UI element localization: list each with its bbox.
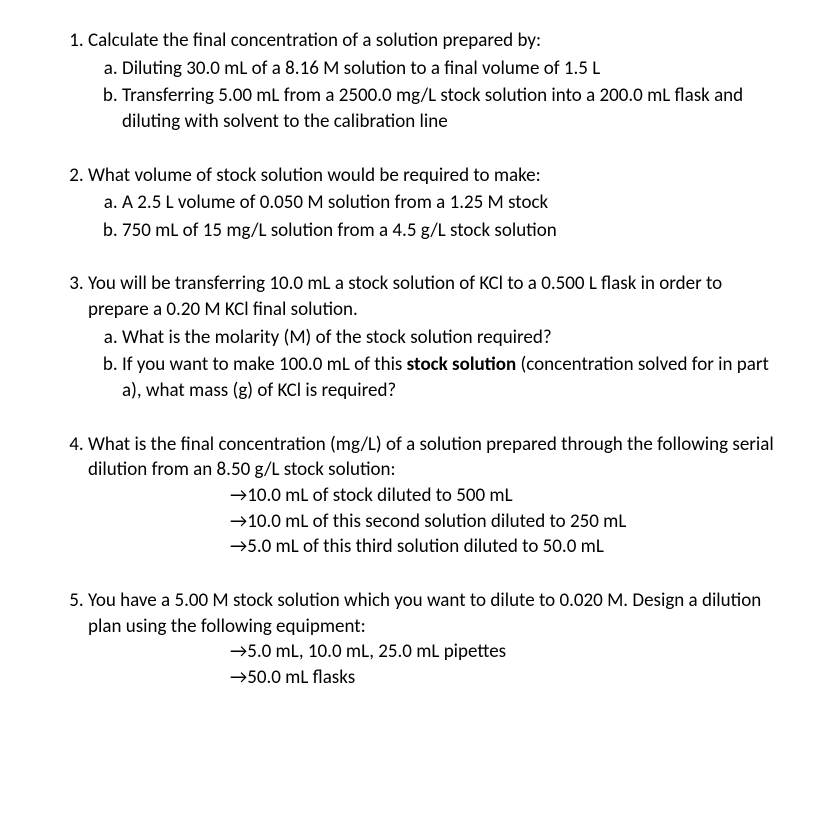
arrow-icon: → [230,509,247,535]
question-1b: Transferring 5.00 mL from a 2500.0 mg/L … [122,83,786,134]
question-3-prompt: You will be transferring 10.0 mL a stock… [88,272,722,321]
question-3-subparts: What is the molarity (M) of the stock so… [88,325,786,404]
question-4: What is the final concentration (mg/L) o… [88,432,786,560]
question-5-item-1-text: 5.0 mL, 10.0 mL, 25.0 mL pipettes [247,640,506,663]
question-4-step-2: →10.0 mL of this second solution diluted… [230,509,786,535]
page-content: Calculate the final concentration of a s… [0,0,838,746]
question-2-subparts: A 2.5 L volume of 0.050 M solution from … [88,190,786,243]
question-5-item-1: →5.0 mL, 10.0 mL, 25.0 mL pipettes [230,639,786,665]
question-1-subparts: Diluting 30.0 mL of a 8.16 M solution to… [88,56,786,135]
question-5-prompt: You have a 5.00 M stock solution which y… [88,589,761,638]
question-3: You will be transferring 10.0 mL a stock… [88,271,786,403]
question-4-step-3-text: 5.0 mL of this third solution diluted to… [247,535,604,558]
question-2: What volume of stock solution would be r… [88,163,786,244]
question-3b-pre: If you want to make 100.0 mL of this [122,353,407,376]
question-4-step-1-text: 10.0 mL of stock diluted to 500 mL [247,484,512,507]
question-3b-bold: stock solution [407,353,517,376]
question-4-prompt: What is the final concentration (mg/L) o… [88,433,774,482]
question-4-step-3: →5.0 mL of this third solution diluted t… [230,534,786,560]
arrow-icon: → [230,483,247,509]
question-3a: What is the molarity (M) of the stock so… [122,325,786,351]
question-5: You have a 5.00 M stock solution which y… [88,588,786,691]
question-5-item-2-text: 50.0 mL flasks [247,666,355,689]
question-2b: 750 mL of 15 mg/L solution from a 4.5 g/… [122,218,786,244]
question-1: Calculate the final concentration of a s… [88,28,786,135]
arrow-icon: → [230,534,247,560]
question-2-prompt: What volume of stock solution would be r… [88,164,541,187]
question-2a: A 2.5 L volume of 0.050 M solution from … [122,190,786,216]
arrow-icon: → [230,665,247,691]
question-4-step-1: →10.0 mL of stock diluted to 500 mL [230,483,786,509]
question-1a: Diluting 30.0 mL of a 8.16 M solution to… [122,56,786,82]
question-3b: If you want to make 100.0 mL of this sto… [122,352,786,403]
question-1-prompt: Calculate the final concentration of a s… [88,29,541,52]
question-list: Calculate the final concentration of a s… [52,28,786,690]
question-4-step-2-text: 10.0 mL of this second solution diluted … [247,510,626,533]
question-5-item-2: →50.0 mL flasks [230,665,786,691]
arrow-icon: → [230,639,247,665]
